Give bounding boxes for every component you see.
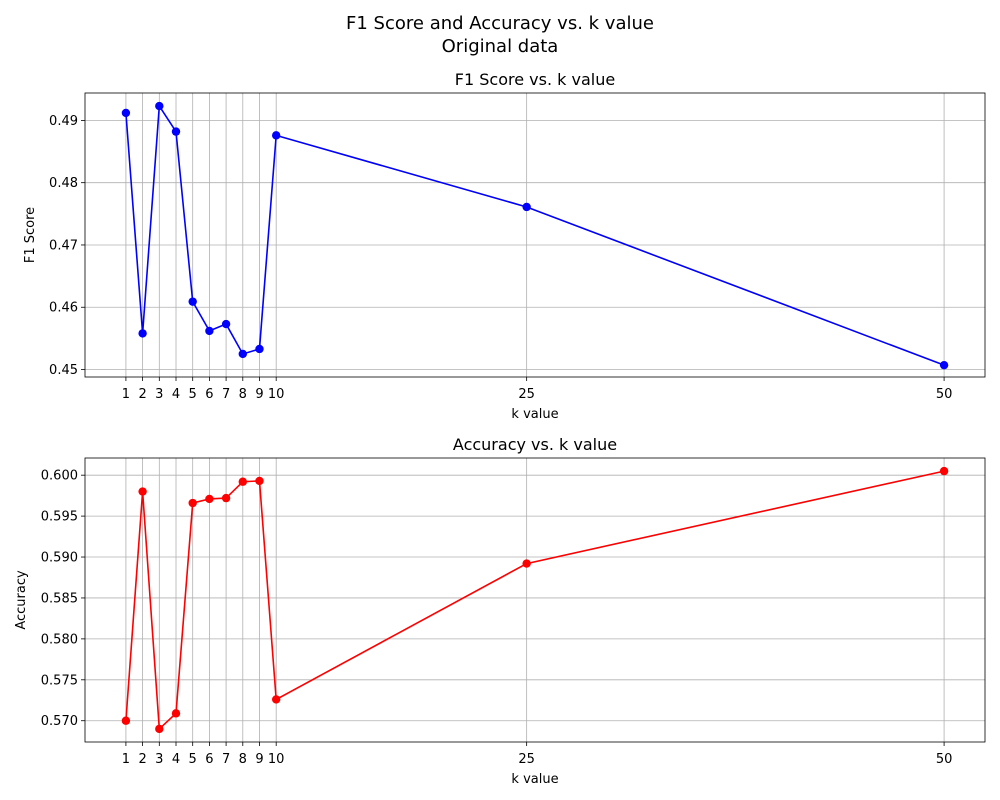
figure-title: F1 Score and Accuracy vs. k value (346, 13, 654, 34)
f1-xtick-label: 7 (222, 387, 230, 402)
f1-xtick-label: 2 (138, 387, 146, 402)
accuracy-ytick-label: 0.570 (41, 714, 78, 729)
f1-xtick-label: 3 (155, 387, 163, 402)
accuracy-xtick-label: 25 (518, 752, 535, 767)
f1-xtick-label: 25 (518, 387, 535, 402)
f1-xtick-label: 6 (205, 387, 213, 402)
f1-data-point (205, 326, 214, 336)
f1-chart-title: F1 Score vs. k value (455, 70, 615, 89)
f1-axes-frame (84, 92, 986, 378)
f1-data-point (138, 329, 147, 338)
f1-xtick-label: 50 (936, 387, 953, 402)
f1-x-axis-label: k value (511, 407, 558, 422)
accuracy-chart-title: Accuracy vs. k value (453, 435, 617, 454)
accuracy-xtick-label: 2 (138, 752, 146, 767)
accuracy-xtick-label: 5 (189, 752, 197, 767)
f1-data-point (238, 349, 247, 359)
f1-xtick-label: 5 (189, 387, 197, 402)
accuracy-xtick-label: 8 (239, 752, 247, 767)
accuracy-xtick-label: 50 (936, 752, 953, 767)
f1-xtick-label: 1 (122, 387, 130, 402)
accuracy-data-point (205, 494, 214, 504)
accuracy-xtick-label: 7 (222, 752, 230, 767)
accuracy-data-point (255, 476, 264, 486)
accuracy-data-point (188, 498, 197, 508)
accuracy-xtick-label: 1 (122, 752, 130, 767)
f1-ytick-label: 0.49 (49, 114, 78, 129)
accuracy-ytick-label: 0.585 (41, 591, 78, 606)
f1-ytick-label: 0.45 (49, 363, 78, 378)
accuracy-xtick-label: 4 (172, 752, 180, 767)
accuracy-x-axis-label: k value (511, 772, 558, 787)
f1-xtick-label: 8 (239, 387, 247, 402)
f1-panel: 1 2 3 4 5 6 7 8 9 10 25 50 0.45 0.46 0.47 0.48 0.49 F1 Sc… (23, 70, 986, 422)
f1-data-point (155, 101, 164, 111)
f1-data-point (271, 131, 281, 140)
accuracy-axes-frame (84, 457, 986, 743)
f1-data-point (171, 127, 181, 136)
f1-data-point (255, 344, 264, 354)
accuracy-ytick-label: 0.590 (41, 551, 78, 566)
f1-ytick-label: 0.46 (49, 301, 78, 316)
accuracy-data-point (171, 709, 181, 718)
accuracy-data-point (155, 724, 164, 734)
f1-ytick-label: 0.47 (49, 238, 78, 253)
accuracy-y-axis-label: Accuracy (14, 570, 29, 630)
figure-subtitle: Original data (441, 36, 559, 57)
f1-data-point (939, 360, 949, 370)
accuracy-data-point (522, 559, 531, 568)
f1-y-axis-label: F1 Score (23, 207, 38, 263)
accuracy-ytick-label: 0.600 (41, 469, 78, 484)
f1-ytick-label: 0.48 (49, 176, 78, 191)
accuracy-data-point (939, 466, 949, 476)
accuracy-data-point (221, 493, 231, 503)
f1-data-point (121, 108, 131, 118)
accuracy-panel: 1 2 3 4 5 6 7 8 9 10 25 50 0.570 0.575 0.580 0.585 0.590… (14, 435, 986, 787)
f1-data-point (188, 297, 197, 306)
accuracy-data-point (238, 477, 247, 486)
f1-xtick-label: 4 (172, 387, 180, 402)
accuracy-data-point (138, 487, 147, 496)
accuracy-xtick-label: 3 (155, 752, 163, 767)
accuracy-xtick-label: 10 (268, 752, 285, 767)
f1-data-point (221, 319, 231, 329)
accuracy-ytick-label: 0.580 (41, 632, 78, 647)
f1-xtick-label: 9 (255, 387, 263, 402)
accuracy-xtick-label: 6 (205, 752, 213, 767)
f1-data-point (522, 202, 531, 212)
accuracy-data-point (121, 716, 131, 725)
f1-series-line (125, 103, 945, 366)
accuracy-ytick-label: 0.595 (41, 510, 78, 525)
f1-xtick-label: 10 (268, 387, 285, 402)
accuracy-series-line (125, 470, 945, 731)
accuracy-ytick-label: 0.575 (41, 673, 78, 688)
accuracy-xtick-label: 9 (255, 752, 263, 767)
accuracy-data-point (271, 695, 281, 704)
